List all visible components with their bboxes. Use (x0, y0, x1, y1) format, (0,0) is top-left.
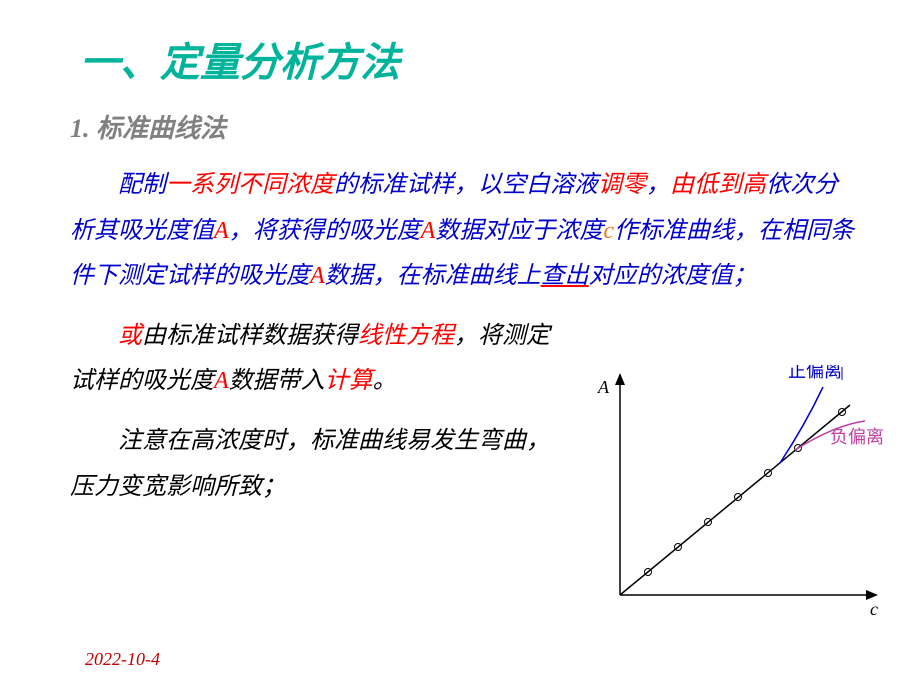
p1-t2: 一系列不同浓度 (166, 172, 334, 198)
p1-t17: 对应的浓度值； (589, 263, 757, 289)
p2-t7: 计算 (325, 368, 373, 394)
p1-t6: 由低到高 (670, 172, 766, 198)
slide-container: 一、定量分析方法 1. 标准曲线法 配制一系列不同浓度的标准试样，以空白溶液调零… (0, 0, 920, 690)
p1-t15: 数据，在标准曲线上 (325, 263, 541, 289)
date-text: 2022-10-4 (85, 649, 160, 669)
p1-t4: 调零 (598, 172, 646, 198)
paragraph-2: 或由标准试样数据获得线性方程，将测定试样的吸光度A数据带入计算。 (50, 314, 560, 405)
p2-t1: 或 (118, 323, 142, 349)
calibration-curve-chart: A c 正偏离 负偏离 (580, 365, 890, 625)
p1-t5: ， (646, 172, 670, 198)
p1-t14: A (310, 263, 325, 289)
p2-t2: 由标准试样数据获得 (142, 323, 358, 349)
p1-t12: c (603, 218, 614, 244)
chart-svg: A c 正偏离 负偏离 (580, 365, 890, 625)
y-axis-arrow (615, 373, 625, 385)
main-title: 一、定量分析方法 (50, 30, 870, 88)
y-axis-label: A (597, 377, 610, 397)
calibration-line (620, 405, 850, 595)
sub-title: 1. 标准曲线法 (50, 108, 870, 145)
p2-t8: 。 (373, 368, 397, 394)
paragraph-1: 配制一系列不同浓度的标准试样，以空白溶液调零，由低到高依次分析其吸光度值A，将获… (50, 163, 870, 300)
x-axis-label: c (870, 599, 878, 619)
title-text: 一、定量分析方法 (80, 40, 400, 85)
p1-t1: 配制 (118, 172, 166, 198)
positive-deviation-label: 正偏离 (788, 365, 842, 381)
p1-t10: A (421, 218, 436, 244)
p2-t3: 线性方程 (358, 323, 454, 349)
p2-t6: 数据带入 (229, 368, 325, 394)
paragraph-3: 注意在高浓度时，标准曲线易发生弯曲，压力变宽影响所致； (50, 419, 560, 510)
negative-deviation-label: 负偏离 (830, 427, 884, 447)
p3-t1: 注意在高浓度时，标准曲线易发生弯曲，压力变宽影响所致； (70, 428, 550, 500)
date-label: 2022-10-4 (85, 649, 160, 670)
subtitle-text: 1. 标准曲线法 (70, 114, 226, 143)
p2-t5: A (214, 368, 229, 394)
positive-deviation-curve (780, 387, 823, 463)
p1-t16: 查出 (541, 263, 589, 289)
p1-t3: 的标准试样，以空白溶液 (334, 172, 598, 198)
p1-t9: ，将获得的吸光度 (229, 218, 421, 244)
p1-t11: 数据对应于浓度 (435, 218, 603, 244)
p1-t8: A (214, 218, 229, 244)
